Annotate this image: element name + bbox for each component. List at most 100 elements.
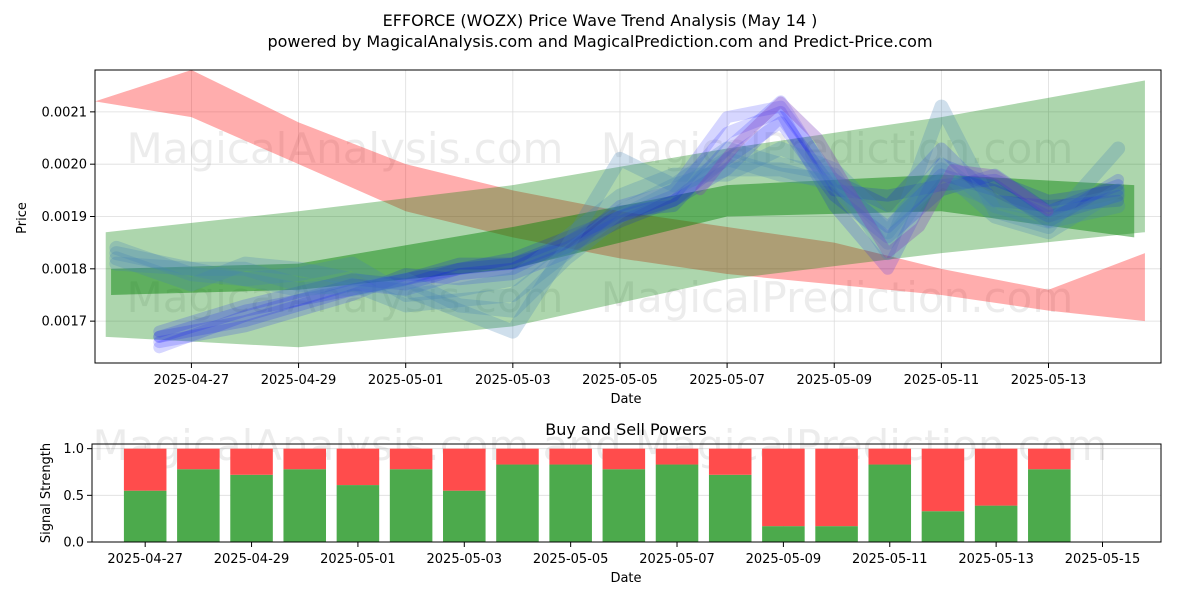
price-x-ticks: 2025-04-27 2025-04-29 2025-05-01 2025-05-03… (154, 363, 1087, 388)
buy-bar (815, 526, 858, 542)
watermark-right-lower: MagicalPrediction.com (601, 273, 1074, 322)
wave-line-wave-2 (153, 95, 1125, 354)
price-panel: MagicalAnalysis.com MagicalPrediction.co… (15, 69, 1162, 407)
buy-bar (496, 464, 539, 542)
chart-subtitle: powered by MagicalAnalysis.com and Magic… (267, 32, 932, 51)
band-green-uptrend-narrow (111, 174, 1135, 295)
wave-line-wave-1 (153, 111, 1125, 343)
sell-bar (283, 448, 327, 470)
price-grid (95, 70, 1161, 363)
buy-bar (283, 469, 327, 542)
signal-axes-frame (91, 443, 1162, 543)
signal-title: Buy and Sell Powers (545, 420, 707, 439)
sell-bar (974, 448, 1018, 506)
watermark-left: MagicalAnalysis.com (127, 124, 564, 173)
buy-bar (336, 485, 380, 542)
sell-bar (1028, 448, 1071, 470)
sell-bar (443, 448, 486, 491)
price-y-tick-label: 0.0020 (42, 158, 88, 173)
price-x-tick-label: 2025-05-13 (1011, 373, 1087, 388)
buy-bar (602, 469, 646, 542)
signal-x-tick-label: 2025-05-13 (958, 552, 1034, 567)
wave-line-steel-wave-1 (109, 162, 1126, 313)
wave-line-wave-4 (153, 100, 1125, 349)
wave-line-steel-wave-4 (109, 151, 1126, 318)
signal-bars (123, 448, 1071, 542)
price-x-tick-label: 2025-04-29 (261, 373, 337, 388)
band-red-downtrend (95, 70, 1145, 322)
buy-bar (974, 505, 1018, 542)
price-x-tick-label: 2025-05-11 (904, 373, 980, 388)
signal-x-tick-label: 2025-05-11 (852, 552, 928, 567)
sell-bar (921, 448, 965, 512)
sell-bar (762, 448, 805, 527)
price-y-tick-label: 0.0017 (42, 315, 88, 330)
wave-line-wave-3 (153, 105, 1125, 338)
price-x-tick-label: 2025-04-27 (154, 373, 230, 388)
buy-bar (230, 474, 273, 542)
sell-bar (230, 448, 273, 475)
price-y-tick-label: 0.0021 (42, 105, 88, 120)
signal-x-axis-label: Date (610, 571, 641, 586)
price-y-ticks: 0.0017 0.0018 0.0019 0.0020 0.0021 (42, 105, 95, 330)
signal-x-tick-label: 2025-05-09 (746, 552, 822, 567)
sell-bar (496, 448, 539, 465)
sell-bar (549, 448, 592, 465)
signal-x-tick-label: 2025-05-15 (1065, 552, 1141, 567)
buy-bar (443, 490, 486, 542)
sell-bar (655, 448, 699, 465)
price-x-tick-label: 2025-05-07 (689, 373, 765, 388)
wave-line-purple-wave (695, 96, 1054, 259)
price-x-tick-label: 2025-05-03 (475, 373, 551, 388)
sell-bar (815, 448, 858, 527)
watermark-right: MagicalPrediction.com (601, 124, 1074, 173)
buy-bar (868, 464, 912, 542)
chart-title: EFFORCE (WOZX) Price Wave Trend Analysis… (383, 11, 818, 30)
buy-bar (921, 511, 965, 542)
wave-line-steel-wave-3 (109, 141, 1126, 302)
sell-bar (868, 448, 912, 465)
band-green-uptrend-wide (105, 80, 1145, 348)
watermark-left-lower: MagicalAnalysis.com (127, 273, 564, 322)
signal-x-tick-label: 2025-05-05 (533, 552, 609, 567)
buy-bar (655, 464, 699, 542)
signal-x-tick-label: 2025-05-01 (320, 552, 396, 567)
price-x-tick-label: 2025-05-05 (582, 373, 658, 388)
signal-x-tick-label: 2025-05-03 (427, 552, 503, 567)
sell-bar (336, 448, 380, 486)
buy-bar (123, 490, 167, 542)
sell-bar (708, 448, 752, 475)
buy-bar (549, 464, 592, 542)
price-y-tick-label: 0.0019 (42, 210, 88, 225)
buy-bar (177, 469, 220, 542)
signal-y-tick-label: 0.5 (63, 489, 84, 504)
price-x-tick-label: 2025-05-01 (368, 373, 444, 388)
signal-y-axis-label: Signal Strength (39, 443, 54, 543)
signal-x-ticks: 2025-04-27 2025-04-29 2025-05-01 2025-05-03… (107, 542, 1140, 567)
wave-line-wave-5 (153, 116, 1125, 343)
wave-lines (109, 95, 1126, 354)
signal-x-tick-label: 2025-05-07 (639, 552, 715, 567)
price-x-axis-label: Date (610, 392, 641, 407)
sell-bar (389, 448, 433, 470)
signal-panel: Buy and Sell Powers MagicalAnalysis.com … (39, 420, 1162, 586)
signal-x-tick-label: 2025-04-29 (214, 552, 290, 567)
buy-bar (1028, 469, 1071, 542)
buy-bar (389, 469, 433, 542)
signal-x-tick-label: 2025-04-27 (107, 552, 183, 567)
signal-y-tick-label: 0.0 (63, 536, 84, 551)
buy-bar (762, 526, 805, 542)
trend-bands (95, 70, 1145, 348)
sell-bar (123, 448, 167, 491)
sell-bar (177, 448, 220, 470)
wave-line-steel-wave-2 (109, 99, 1126, 339)
price-watermarks: MagicalAnalysis.com MagicalPrediction.co… (127, 124, 1074, 322)
price-y-tick-label: 0.0018 (42, 262, 88, 277)
price-x-tick-label: 2025-05-09 (796, 373, 872, 388)
signal-y-tick-label: 1.0 (63, 442, 84, 457)
price-y-axis-label: Price (15, 202, 30, 234)
signal-y-ticks: 0.0 0.5 1.0 (63, 442, 92, 551)
buy-bar (708, 474, 752, 542)
sell-bar (602, 448, 646, 470)
